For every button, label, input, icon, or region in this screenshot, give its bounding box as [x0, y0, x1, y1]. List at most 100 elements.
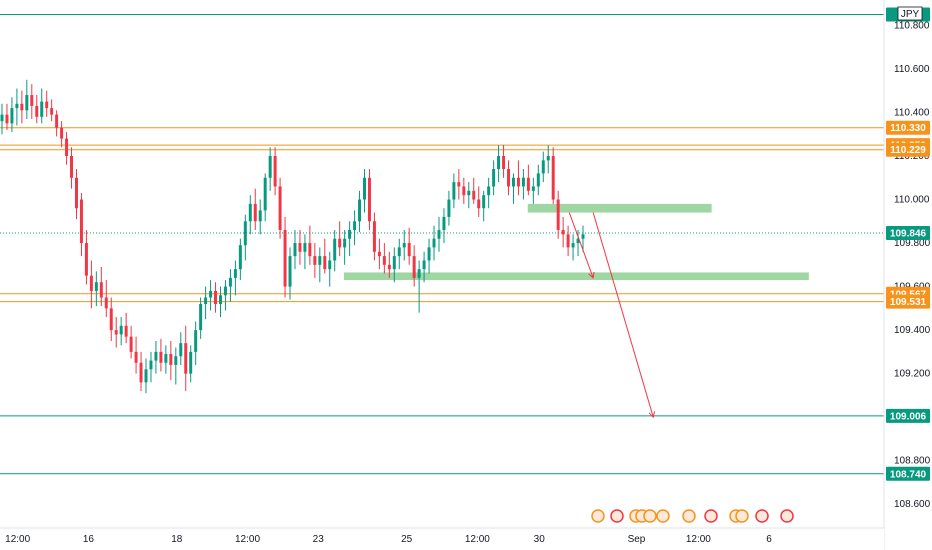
y-tick-label: 110.000	[894, 195, 930, 206]
candle-body	[367, 177, 371, 222]
candle-body	[477, 199, 481, 209]
y-tick-label: 109.400	[894, 325, 931, 336]
candle	[323, 238, 327, 274]
candle-body	[571, 243, 575, 248]
symbol-label: JPY	[901, 9, 920, 20]
candle-body	[184, 343, 188, 374]
candle-body	[189, 351, 193, 374]
candle	[109, 297, 113, 341]
candle-body	[457, 182, 461, 187]
candle-body	[174, 356, 178, 365]
candle	[566, 225, 570, 257]
candle	[258, 199, 262, 235]
candle-body	[536, 173, 540, 187]
candle	[333, 230, 337, 272]
candle	[353, 210, 357, 246]
candle	[134, 336, 138, 374]
candle-body	[99, 282, 103, 298]
price-badge-label: 110.330	[890, 123, 926, 134]
event-flag-icon[interactable]	[780, 509, 794, 523]
candle-body	[531, 186, 535, 191]
candle-body	[50, 108, 54, 115]
candle-body	[94, 282, 98, 291]
candle-body	[502, 156, 506, 170]
x-tick-label: 30	[534, 534, 546, 545]
event-flag-icon[interactable]	[643, 509, 657, 523]
candle	[457, 169, 461, 200]
zone-box[interactable]	[527, 203, 712, 213]
event-flag-icon[interactable]	[704, 509, 718, 523]
candle	[477, 186, 481, 217]
candle	[541, 151, 545, 183]
candle-body	[74, 177, 78, 209]
candle-body	[119, 325, 123, 335]
price-badge[interactable]: 109.531	[886, 294, 930, 309]
candle	[502, 145, 506, 178]
candle	[169, 341, 173, 381]
candle-body	[134, 351, 138, 363]
candle-body	[129, 336, 133, 352]
candle-body	[432, 238, 436, 248]
x-tick-label: Sep	[628, 534, 646, 545]
candle-body	[79, 199, 83, 244]
candle-body	[25, 95, 29, 111]
candle	[209, 280, 213, 311]
candle	[437, 216, 441, 252]
candle	[74, 169, 78, 220]
projection-arrow[interactable]	[592, 212, 656, 419]
candle-body	[581, 234, 585, 239]
candle	[114, 317, 118, 348]
candle	[10, 97, 14, 133]
candle-body	[407, 243, 411, 257]
candles	[0, 79, 585, 394]
price-badge[interactable]: 109.006	[886, 408, 930, 423]
candle	[556, 190, 560, 239]
price-badge[interactable]: 108.740	[886, 466, 930, 481]
candle	[516, 160, 520, 196]
candle	[159, 338, 163, 372]
candle-body	[482, 195, 486, 209]
event-flag-icon[interactable]	[656, 509, 670, 523]
price-badge[interactable]: 109.846	[886, 226, 930, 241]
candle	[219, 286, 222, 318]
candle-body	[541, 160, 545, 174]
x-tick-label: 12:00	[686, 534, 711, 545]
symbol-badge[interactable]: JPY	[897, 6, 923, 21]
candle	[462, 177, 466, 204]
candle-body	[551, 156, 555, 200]
event-flag-icon[interactable]	[755, 509, 769, 523]
event-flag-icon[interactable]	[591, 509, 605, 523]
candle	[89, 260, 93, 309]
price-badge[interactable]: 110.330	[886, 120, 930, 135]
candle-body	[164, 354, 168, 363]
event-flag-icon[interactable]	[610, 509, 624, 523]
candle	[144, 358, 148, 394]
candle-body	[149, 360, 153, 370]
zone-box[interactable]	[343, 272, 809, 281]
projection-arrows	[568, 212, 656, 419]
x-tick-label: 12:00	[235, 534, 260, 545]
event-flag-icon[interactable]	[735, 509, 749, 523]
candle-body	[65, 138, 69, 156]
candle	[511, 173, 515, 204]
candle-body	[263, 177, 267, 211]
candle-body	[417, 269, 421, 278]
event-flag-icon[interactable]	[682, 509, 696, 523]
price-badge-bg	[886, 466, 930, 481]
candle-body	[204, 297, 208, 304]
candle	[328, 251, 332, 287]
candle-body	[546, 156, 550, 161]
candle-body	[382, 256, 386, 265]
candle-body	[268, 156, 272, 178]
price-badge[interactable]: 110.229	[886, 142, 930, 157]
candle-body	[84, 243, 88, 276]
candle	[576, 230, 580, 257]
candle-body	[209, 290, 213, 298]
projection-arrow[interactable]	[568, 212, 595, 279]
candle	[99, 267, 103, 307]
price-badge-label: 109.006	[890, 411, 927, 422]
candle-body	[303, 243, 307, 252]
x-tick-label: 12:00	[5, 534, 30, 545]
arrow-shaft	[592, 212, 654, 418]
